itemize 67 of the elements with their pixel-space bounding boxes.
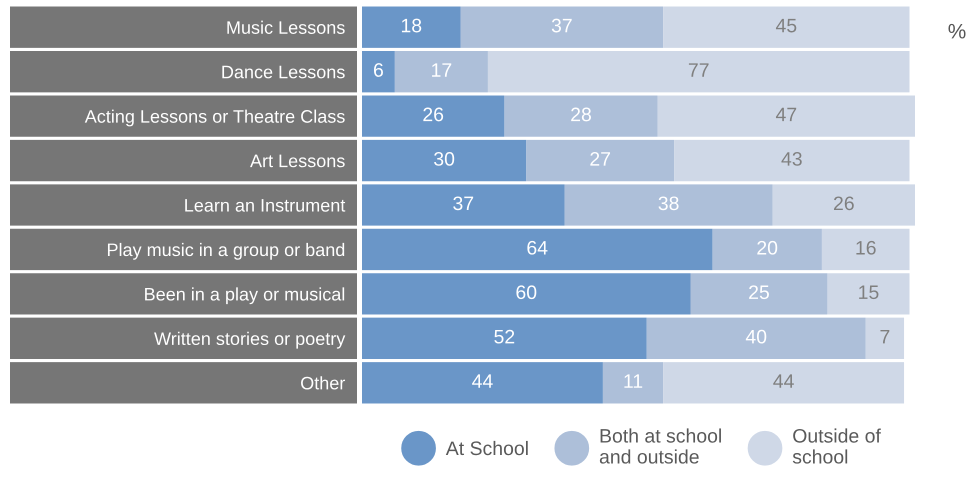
data-label: 44: [472, 374, 493, 388]
text: %: [948, 24, 966, 39]
data-label: 18: [402, 18, 422, 32]
data-label: 26: [423, 108, 444, 122]
data-label: 6: [374, 63, 383, 77]
y-tick-label: Acting Lessons or Theatre Class: [84, 110, 345, 126]
data-label: 45: [776, 18, 796, 32]
data-label: 17: [432, 63, 452, 77]
bar: [460, 6, 664, 48]
y-tick-label: Been in a play or musical: [145, 287, 344, 304]
data-label: 38: [658, 196, 679, 210]
bar: [663, 362, 904, 404]
y-tick-label: Art Lessons: [250, 154, 345, 168]
data-label: 77: [688, 63, 709, 77]
bar: [690, 273, 828, 315]
legend-label: Outside of school: [792, 428, 881, 464]
bar: [362, 140, 526, 182]
bar: [394, 51, 488, 92]
data-label: 37: [453, 196, 474, 210]
bar: [822, 228, 910, 270]
data-label: 30: [434, 152, 454, 166]
bar: [564, 184, 773, 226]
bar: [674, 140, 910, 182]
data-label: 25: [749, 285, 769, 300]
y-tick-label: Dance Lessons: [222, 66, 345, 78]
data-label: 7: [880, 330, 890, 344]
bar: [827, 273, 910, 315]
bar: [602, 362, 664, 404]
data-label: 20: [757, 240, 778, 255]
data-label: 26: [834, 196, 854, 210]
bar: [362, 184, 565, 226]
bar: [362, 228, 712, 270]
bar: [362, 362, 603, 404]
data-label: 37: [552, 18, 572, 32]
y-tick-label: Play music in a group or band: [108, 242, 344, 260]
bar: [663, 6, 910, 48]
bar: [362, 273, 691, 315]
bar: [362, 318, 647, 359]
y-tick-label: Music Lessons: [227, 20, 345, 34]
data-label: 28: [571, 108, 591, 122]
data-label: 44: [773, 374, 794, 388]
data-label: 52: [494, 330, 514, 344]
data-label: 11: [624, 374, 642, 388]
bar: [488, 51, 910, 92]
bar: [504, 95, 658, 137]
bar: [866, 318, 904, 359]
y-tick-label: Learn an Instrument: [185, 199, 346, 212]
data-label: 16: [856, 240, 876, 255]
y-tick-label: Written stories or poetry: [154, 332, 346, 349]
data-label: 40: [746, 330, 766, 344]
bar: [362, 6, 461, 48]
data-label: 43: [781, 152, 802, 166]
data-label: 15: [859, 286, 878, 300]
data-label: 27: [590, 152, 610, 166]
legend-label: Both at school and outside: [600, 428, 721, 464]
data-label: 60: [516, 285, 536, 300]
legend-label: At School: [446, 440, 528, 456]
bar: [362, 51, 395, 92]
bar: [646, 318, 866, 359]
y-tick-label: Other: [301, 376, 346, 390]
data-label: 47: [776, 108, 796, 122]
bar: [526, 140, 674, 182]
bar: [362, 95, 504, 137]
bar: [772, 184, 915, 226]
bar: [712, 228, 822, 270]
bar: [658, 95, 915, 137]
data-label: 64: [527, 240, 548, 255]
